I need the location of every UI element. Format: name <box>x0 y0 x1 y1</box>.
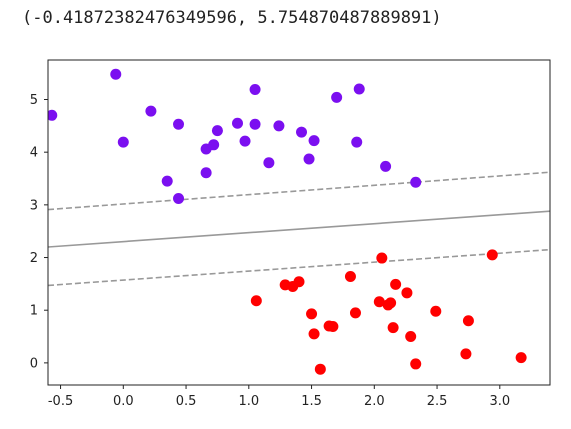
point-class-0 <box>145 105 157 117</box>
y-tick-label: 2 <box>30 251 38 266</box>
point-class-0 <box>263 157 275 169</box>
point-class-0 <box>380 160 392 172</box>
point-class-0 <box>200 167 212 179</box>
point-class-1 <box>293 276 305 288</box>
point-class-1 <box>308 328 320 340</box>
decision-boundary-line <box>48 210 550 248</box>
x-axis: -0.5 0.0 0.5 1.0 1.5 2.0 2.5 3.0 <box>48 385 510 409</box>
point-class-1 <box>486 249 498 261</box>
x-tick-label: 1.0 <box>238 394 259 409</box>
x-tick-label: -0.5 <box>48 394 73 409</box>
point-class-0 <box>296 126 308 138</box>
y-axis: 0 1 2 3 4 5 <box>30 93 48 371</box>
y-tick-label: 4 <box>30 146 38 161</box>
point-class-1 <box>405 331 417 343</box>
point-class-0 <box>273 120 285 132</box>
y-tick-label: 5 <box>30 93 38 108</box>
point-class-1 <box>376 252 388 264</box>
point-class-0 <box>48 109 58 121</box>
x-tick-label: 0.5 <box>176 394 197 409</box>
point-class-1 <box>387 322 399 334</box>
point-class-0 <box>117 136 129 148</box>
point-class-0 <box>239 135 251 147</box>
point-class-1 <box>306 308 318 320</box>
x-tick-label: 2.0 <box>364 394 385 409</box>
point-class-0 <box>208 139 220 151</box>
margin-line-2 <box>48 248 550 287</box>
x-tick-label: 1.5 <box>301 394 322 409</box>
point-class-0 <box>410 176 422 188</box>
point-class-0 <box>161 175 173 187</box>
x-tick-label: 3.0 <box>489 394 510 409</box>
output-text: (-0.41872382476349596, 5.754870487889891… <box>22 8 442 28</box>
x-tick-label: 0.0 <box>113 394 134 409</box>
point-class-0 <box>249 83 261 95</box>
point-class-0 <box>232 117 244 129</box>
point-class-1 <box>515 352 527 364</box>
point-class-1 <box>401 287 413 299</box>
point-class-1 <box>349 307 361 319</box>
point-class-1 <box>410 358 422 370</box>
point-class-0 <box>308 135 320 147</box>
point-class-0 <box>331 91 343 103</box>
point-class-0 <box>173 118 185 130</box>
plot-content <box>48 68 550 375</box>
point-class-0 <box>351 136 363 148</box>
y-tick-label: 3 <box>30 198 38 213</box>
point-class-1 <box>373 296 385 308</box>
point-class-1 <box>327 321 339 333</box>
x-tick-label: 2.5 <box>427 394 448 409</box>
point-class-1 <box>344 270 356 282</box>
point-class-1 <box>460 348 472 360</box>
point-class-0 <box>303 153 315 165</box>
point-class-0 <box>173 193 185 205</box>
point-class-1 <box>430 305 442 317</box>
point-class-1 <box>250 295 262 307</box>
point-class-0 <box>110 68 122 80</box>
point-class-0 <box>211 125 223 137</box>
plot-frame <box>47 59 551 386</box>
point-class-1 <box>462 315 474 327</box>
point-class-1 <box>314 363 326 375</box>
y-tick-label: 1 <box>30 304 38 319</box>
point-class-0 <box>353 83 365 95</box>
y-tick-label: 0 <box>30 356 38 371</box>
margin-line-1 <box>48 171 550 211</box>
point-class-1 <box>390 278 402 290</box>
point-class-1 <box>385 297 397 309</box>
point-class-0 <box>249 118 261 130</box>
